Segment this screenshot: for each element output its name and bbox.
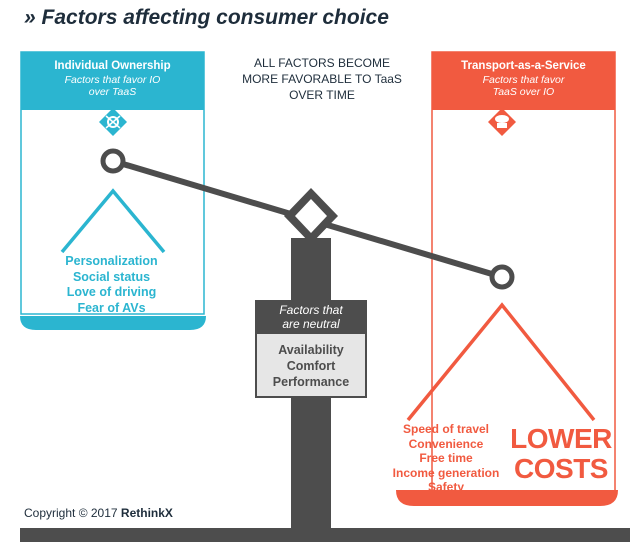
taas-factor-list: Speed of travel Convenience Free time In… (372, 422, 520, 495)
scale-base (20, 528, 630, 542)
taas-factor: Free time (419, 451, 473, 465)
right-pan (396, 490, 618, 506)
lower-costs-label: LOWER COSTS (510, 423, 612, 484)
io-heading: Individual Ownership (54, 60, 171, 72)
taas-factor: Safety (427, 480, 465, 494)
neutral-factor-list: Availability Comfort Performance (255, 334, 367, 398)
taas-factor: Convenience (408, 436, 484, 451)
right-hanger (406, 302, 596, 422)
io-factor: Social status (72, 269, 151, 284)
copyright-text: Copyright © 2017 (24, 506, 118, 520)
left-hanger (60, 188, 166, 254)
fulcrum-inner (295, 199, 327, 233)
io-subheading: Factors that favor IO over TaaS (64, 74, 161, 98)
left-pan (20, 316, 206, 330)
taas-heading: Transport-as-a-Service (461, 60, 586, 72)
neutral-factor: Performance (272, 375, 350, 389)
neutral-factor: Availability (278, 343, 344, 357)
center-statement: ALL FACTORS BECOME MORE FAVORABLE TO Taa… (242, 56, 402, 102)
neutral-heading: Factors that are neutral (255, 300, 367, 334)
cloud-car-icon (488, 108, 516, 136)
io-factor: Love of driving (66, 285, 157, 299)
car-gear-icon (99, 108, 127, 136)
io-factor: Fear of AVs (77, 300, 146, 315)
taas-factor: Speed of travel (402, 422, 490, 436)
copyright-notice: Copyright © 2017 RethinkX (24, 506, 173, 520)
io-panel-header: Individual Ownership Factors that favor … (21, 52, 204, 110)
neutral-factor: Comfort (286, 359, 336, 373)
taas-factor: Income generation (392, 465, 500, 480)
taas-subheading: Factors that favor TaaS over IO (482, 74, 565, 98)
io-factor-list: Personalization Social status Love of dr… (20, 254, 203, 316)
left-pivot (100, 148, 126, 174)
page-title: » Factors affecting consumer choice (24, 6, 389, 29)
io-factor: Personalization (65, 254, 158, 268)
right-pivot (489, 264, 515, 290)
brand-name: RethinkX (120, 506, 173, 520)
taas-panel-header: Transport-as-a-Service Factors that favo… (432, 52, 615, 110)
